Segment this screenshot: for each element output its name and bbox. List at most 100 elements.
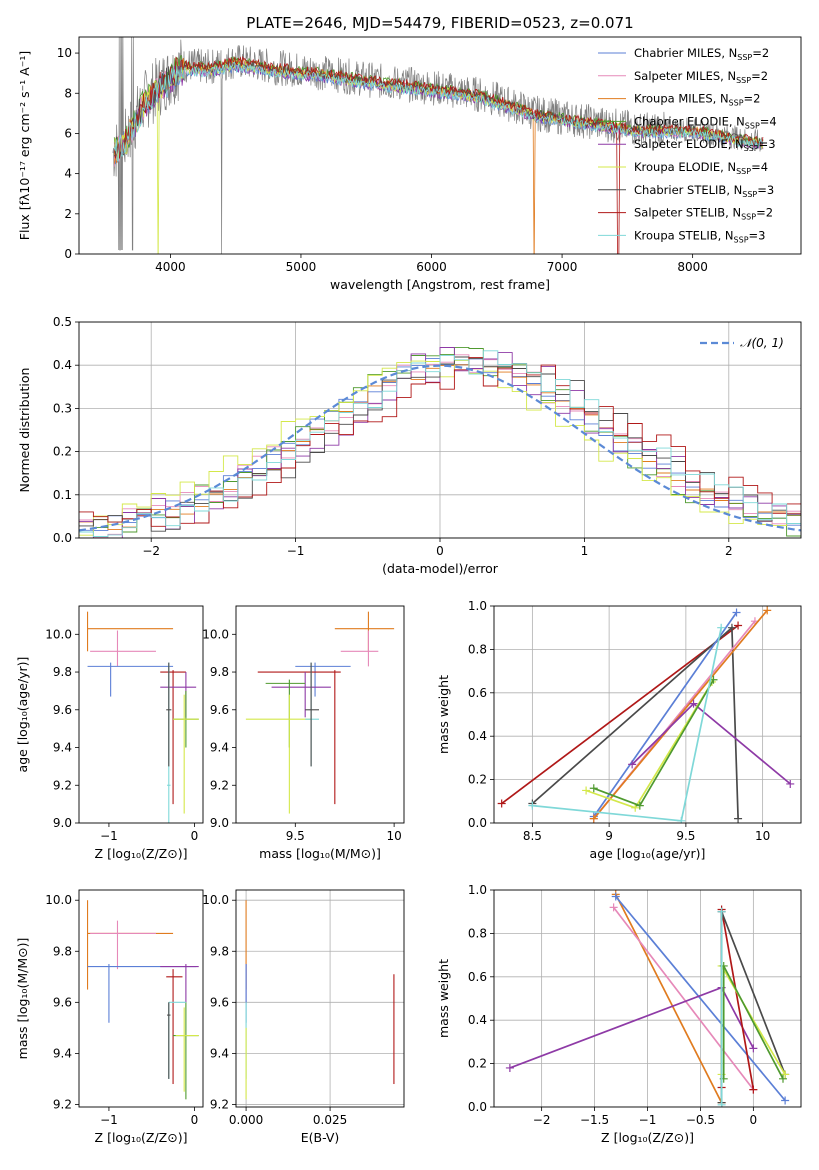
- mass-weight-vs-age-marker: [734, 814, 743, 823]
- age-vs-z-ytick-label: 9.2: [53, 778, 72, 792]
- spectrum-model-line: [113, 61, 764, 162]
- legend-entry-value: =3: [759, 137, 776, 151]
- mass-weight-vs-z-marker: [749, 1085, 758, 1094]
- mass-weight-vs-z-ytick-label: 0.2: [468, 1057, 487, 1071]
- spectrum-axes: 4000 5000 6000 7000 8000 0 2 4 6 8 10 wavelength [A…: [17, 36, 802, 292]
- age-vs-z-ylabel: age [log₁₀(age/yr)]: [15, 657, 30, 773]
- mass-weight-vs-age-marker: [631, 803, 640, 812]
- mass-weight-vs-age-marker: [582, 786, 591, 795]
- age-vs-z-ytick-label: 9.4: [53, 741, 72, 755]
- mass-vs-z-ytick-label: 10.0: [45, 893, 72, 907]
- mass-vs-ebv-xtick-label: 0.000: [229, 1113, 263, 1127]
- mass-weight-vs-age-xlabel: age [log₁₀(age/yr)]: [590, 846, 706, 861]
- mass-weight-vs-age-marker: [528, 801, 537, 810]
- mass-weight-vs-age-marker: [734, 621, 743, 630]
- residual-histogram: [79, 356, 801, 527]
- residuals-ylabel: Normed distribution: [17, 368, 32, 493]
- mass-weight-vs-z-ytick-label: 0.6: [468, 970, 487, 984]
- spectrum-xtick-label: 4000: [155, 260, 186, 274]
- spectrum-xtick-label: 8000: [677, 260, 708, 274]
- residuals-ytick-label: 0.3: [53, 401, 72, 415]
- mass-weight-vs-age-frame: [493, 605, 802, 824]
- mass-weight-vs-z-marker: [609, 903, 618, 912]
- legend-entry-value: =4: [751, 160, 768, 174]
- age-vs-z-xtick-label: −1: [100, 829, 118, 843]
- legend-entry-value: =2: [756, 206, 773, 220]
- mass-weight-vs-age-xtick-label: 8.5: [523, 829, 542, 843]
- legend-entry-sub: SSP: [736, 76, 751, 85]
- residuals-ytick-label: 0.4: [53, 358, 72, 372]
- age-vs-mass-ytick-label: 9.2: [210, 778, 229, 792]
- mass-weight-vs-age-ylabel: mass weight: [436, 675, 451, 754]
- spectrum-plot-area: [112, 37, 764, 254]
- mass-weight-vs-z-ylabel: mass weight: [436, 959, 451, 1038]
- mass-weight-vs-age-series-line: [593, 609, 768, 820]
- age-vs-z-ytick-label: 9.0: [53, 816, 72, 830]
- mass-weight-vs-z-ytick-label: 0.4: [468, 1013, 487, 1027]
- mass-weight-vs-z-ytick-label: 0.8: [468, 926, 487, 940]
- age-vs-z-xlabel: Z [log₁₀(Z/Z⊙)]: [95, 846, 188, 861]
- mass-vs-ebv-plot-area: [236, 890, 404, 1107]
- mass-weight-vs-age-xtick-label: 10: [755, 829, 770, 843]
- legend-entry: 𝒩(0, 1): [740, 336, 784, 350]
- age-vs-z-plot-area: [87, 611, 199, 823]
- legend-entry-sub: SSP: [729, 99, 744, 108]
- age-vs-mass-axes: 9.5 10 9.0 9.2 9.4 9.6 9.8 10.0 mass [log₁₀(M/M⊙…: [202, 605, 405, 861]
- normal-curve: [79, 364, 801, 532]
- age-vs-mass-xlabel: mass [log₁₀(M/M⊙)]: [259, 846, 381, 861]
- age-vs-mass-ytick-label: 9.0: [210, 816, 229, 830]
- mass-vs-ebv-xtick-label: 0.025: [313, 1113, 347, 1127]
- mass-weight-vs-z-series-line: [509, 986, 755, 1069]
- age-vs-mass-plot-area: [245, 611, 395, 814]
- spectrum-ytick-label: 4: [64, 167, 72, 181]
- mass-weight-vs-z-frame: [493, 889, 802, 1108]
- age-vs-z-frame: [78, 605, 204, 824]
- legend-entry-sub: SSP: [742, 190, 757, 199]
- mass-weight-vs-age-series-line: [501, 624, 739, 805]
- spectrum-ytick-label: 2: [64, 207, 72, 221]
- mass-vs-z-ylabel: mass [log₁₀(M/M⊙)]: [15, 938, 30, 1060]
- mass-weight-vs-z-series-line: [720, 909, 755, 1090]
- legend-entry: Chabrier STELIB, NSSP=3: [634, 183, 774, 199]
- mass-vs-z-xtick-label: −1: [100, 1113, 118, 1127]
- mass-vs-z-ytick-label: 9.4: [53, 1046, 72, 1060]
- mass-weight-vs-age-ytick-label: 0.0: [468, 816, 487, 830]
- spectrum-ytick-label: 8: [64, 86, 72, 100]
- mass-weight-vs-z-xtick-label: 0: [750, 1113, 758, 1127]
- mass-vs-z-plot-area: [87, 900, 199, 1100]
- age-vs-z-xtick-label: 0: [191, 829, 199, 843]
- age-vs-z-ytick-label: 9.8: [53, 665, 72, 679]
- residuals-xtick-label: 0: [436, 544, 444, 558]
- mass-vs-ebv-xlabel: E(B-V): [301, 1130, 340, 1145]
- residuals-xlabel: (data-model)/error: [382, 561, 499, 576]
- legend-entry: Salpeter ELODIE, NSSP=3: [634, 137, 776, 153]
- mass-weight-vs-z-marker: [781, 1070, 790, 1079]
- spectrum-xtick-label: 5000: [286, 260, 317, 274]
- mass-weight-vs-z-series-line: [612, 906, 755, 1091]
- legend-entry-value: =3: [757, 183, 774, 197]
- mass-weight-vs-z-ytick-label: 0.0: [468, 1100, 487, 1114]
- mass-weight-vs-z-marker: [779, 1074, 788, 1083]
- spectrum-xtick-label: 7000: [547, 260, 578, 274]
- mass-vs-ebv-frame: [235, 889, 405, 1108]
- residuals-xtick-label: −2: [142, 544, 160, 558]
- mass-weight-vs-z-series-line: [615, 895, 786, 1102]
- spectrum-frame: [78, 36, 802, 255]
- residuals-xtick-label: 2: [725, 544, 733, 558]
- mass-weight-vs-z-xtick-label: −1.5: [580, 1113, 609, 1127]
- mass-weight-vs-age-marker: [628, 760, 637, 769]
- spectrum-ytick-label: 0: [64, 247, 72, 261]
- mass-weight-vs-age-marker: [635, 801, 644, 810]
- mass-weight-vs-z-marker: [717, 1100, 726, 1107]
- mass-weight-vs-age-xtick-label: 9.5: [676, 829, 695, 843]
- legend-entry: Salpeter STELIB, NSSP=2: [634, 206, 773, 222]
- mass-weight-vs-age-marker: [677, 816, 686, 823]
- legend-entry: Kroupa ELODIE, NSSP=4: [634, 160, 768, 176]
- mass-weight-vs-age-marker: [589, 784, 598, 793]
- mass-weight-vs-z-series-line: [614, 893, 723, 1104]
- figure-title: PLATE=2646, MJD=54479, FIBERID=0523, z=0…: [246, 14, 633, 32]
- legend-entry: Chabrier MILES, NSSP=2: [634, 46, 769, 62]
- mass-weight-vs-age-axes: 8.5 9 9.5 10 0.0 0.2 0.4 0.6 0.8 1.0 age [log₁₀(ag…: [436, 599, 802, 861]
- mass-weight-vs-z-marker: [717, 907, 726, 916]
- legend-entry: Chabrier ELODIE, NSSP=4: [634, 114, 777, 130]
